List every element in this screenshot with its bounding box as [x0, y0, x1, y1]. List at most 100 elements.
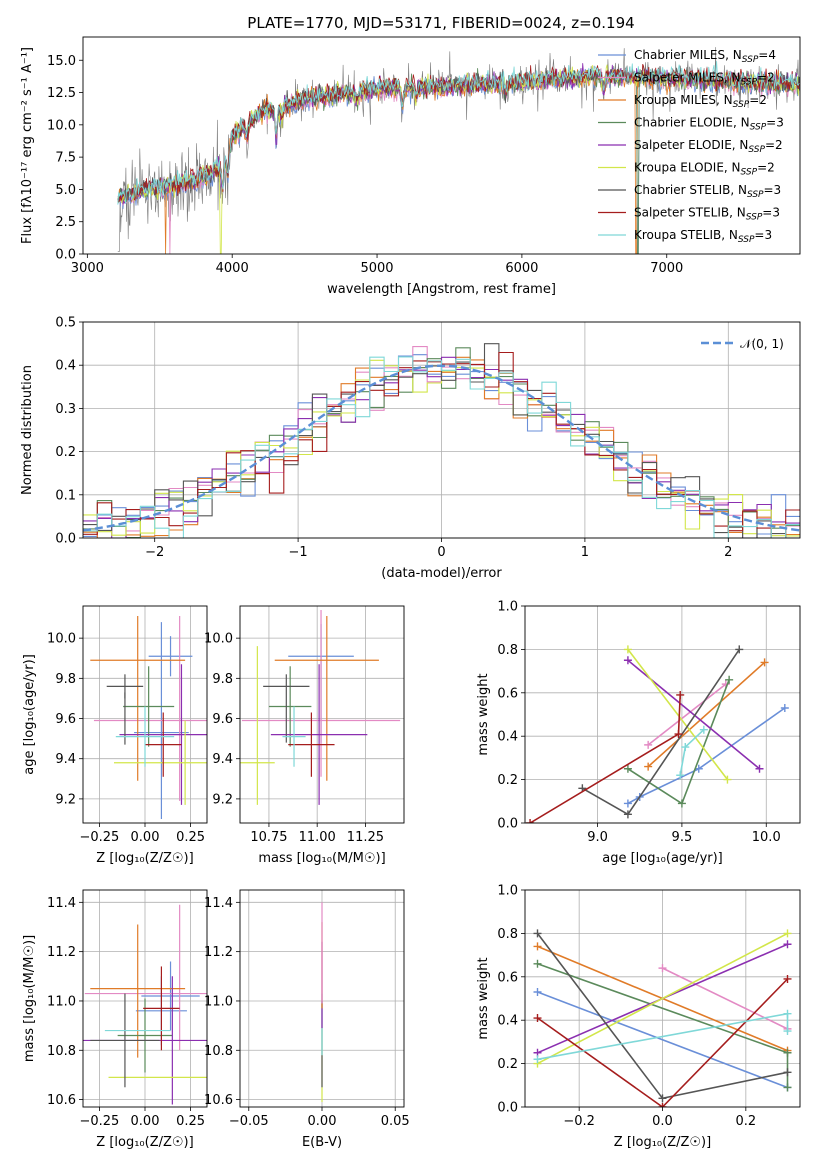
spectrum-legend: Chabrier MILES, NSSP=4 Salpeter MILES, NS… — [598, 48, 784, 245]
y-tick-label: 9.4 — [212, 752, 233, 767]
x-tick-label: 0.00 — [308, 1114, 337, 1129]
weight-marker — [676, 690, 685, 699]
y-tick-label: 9.4 — [55, 752, 76, 767]
weight-marker — [533, 959, 542, 968]
y-tick-label: 11.2 — [47, 945, 76, 960]
y-tick-label: 0.1 — [55, 488, 76, 503]
legend-label: Salpeter MILES, NSSP=2 — [634, 71, 775, 88]
weight-marker — [783, 1068, 792, 1077]
weight-marker — [783, 1009, 792, 1018]
y-tick-label: 0.8 — [497, 643, 518, 658]
x-tick-label: 9.5 — [672, 830, 693, 845]
errorbar-point — [240, 646, 275, 805]
y-tick-label: 0.4 — [497, 730, 518, 745]
weight-marker — [783, 940, 792, 949]
weight-line-salpeter-miles — [647, 683, 727, 746]
y-tick-label: 10.6 — [47, 1093, 76, 1108]
x-axis-label: age [log₁₀(age/yr)] — [602, 851, 723, 866]
axes: −0.25 0.00 0.25 9.2 9.4 9.6 9.8 10.0 Z [log₁₀(Z/… — [22, 632, 205, 866]
axes: −2 −1 0 1 2 0.0 0.1 0.2 0.3 0.4 0.5 (data-model)/er… — [20, 316, 732, 582]
axes-frame — [82, 605, 208, 824]
x-tick-label: 0.25 — [176, 1114, 205, 1129]
weight-marker — [658, 964, 667, 973]
x-tick-label: 3000 — [71, 261, 104, 276]
x-axis-label: E(B-V) — [302, 1135, 342, 1150]
x-tick-label: 2 — [724, 545, 732, 560]
weight-marker — [699, 725, 708, 734]
y-tick-label: 0.2 — [497, 773, 518, 788]
panel-age-vs-Z: −0.25 0.00 0.25 9.2 9.4 9.6 9.8 10.0 Z [log₁₀(Z/… — [22, 605, 208, 866]
y-tick-label: 5.0 — [55, 183, 76, 198]
errorbar-point — [148, 636, 193, 677]
y-tick-label: 12.5 — [47, 86, 76, 101]
weight-line-kroupa-elodie — [627, 648, 729, 781]
gridlines — [240, 606, 404, 823]
errorbar-point — [274, 616, 379, 781]
y-tick-label: 9.8 — [212, 672, 233, 687]
x-tick-label: 0.0 — [652, 1114, 673, 1129]
legend-label: Kroupa STELIB, NSSP=3 — [634, 228, 772, 245]
x-tick-label: −1 — [289, 545, 308, 560]
x-tick-label: 0.2 — [735, 1114, 756, 1129]
y-tick-label: 0.0 — [55, 248, 76, 263]
weight-marker — [783, 1083, 792, 1092]
weight-marker — [723, 775, 732, 784]
y-tick-label: 9.6 — [212, 712, 233, 727]
y-tick-label: 0.8 — [497, 927, 518, 942]
x-tick-label: 10.75 — [250, 830, 287, 845]
weight-marker — [755, 764, 764, 773]
x-axis-label: Z [log₁₀(Z/Z☉)] — [96, 1135, 193, 1150]
x-tick-label: 6000 — [505, 261, 538, 276]
axes: −0.2 0.0 0.2 0.0 0.2 0.4 0.6 0.8 1.0 Z [log₁₀(Z/Z… — [476, 884, 756, 1151]
plot-area — [83, 343, 800, 538]
weight-marker — [623, 810, 632, 819]
weight-marker — [533, 987, 542, 996]
panel-age-vs-mass: 10.75 11.00 11.25 9.2 9.4 9.6 9.8 10.0 mass [log… — [204, 605, 405, 866]
x-tick-label: 9.0 — [587, 830, 608, 845]
x-tick-label: 0.00 — [131, 830, 160, 845]
weight-line-salpeter-miles — [662, 967, 788, 1030]
y-tick-label: 7.5 — [55, 151, 76, 166]
errorbar-point — [145, 712, 182, 777]
y-tick-label: 10.0 — [47, 632, 76, 647]
errorbar-point — [117, 998, 173, 1073]
y-tick-label: 0.2 — [55, 445, 76, 460]
y-tick-label: 0.5 — [55, 316, 76, 331]
errorbar-point — [282, 706, 306, 767]
residual-legend: 𝒩(0, 1) — [701, 337, 784, 351]
y-axis-label: age [log₁₀(age/yr)] — [22, 654, 37, 775]
x-tick-label: 0.05 — [381, 1114, 410, 1129]
weight-marker — [783, 1027, 792, 1036]
errorbar-point — [115, 706, 175, 767]
x-tick-label: 11.00 — [299, 830, 336, 845]
legend-label: Chabrier STELIB, NSSP=3 — [634, 183, 781, 200]
weight-marker — [677, 799, 686, 808]
x-tick-label: 0.00 — [131, 1114, 160, 1129]
x-tick-label: 7000 — [650, 261, 683, 276]
x-axis-label: mass [log₁₀(M/M☉)] — [258, 851, 385, 866]
weight-marker — [735, 645, 744, 654]
weight-marker — [681, 743, 690, 752]
y-axis-label: Flux [fλ10⁻¹⁷ erg cm⁻² s⁻¹ A⁻¹] — [20, 47, 35, 244]
y-tick-label: 11.4 — [204, 896, 233, 911]
y-tick-label: 0.6 — [497, 686, 518, 701]
y-axis-label: mass weight — [476, 957, 491, 1039]
weight-marker — [725, 675, 734, 684]
panel-spectrum: 3000 4000 5000 6000 7000 0.0 2.5 5.0 7.5 10.0 12.5… — [20, 36, 801, 297]
histogram-chabrier-stelib — [83, 343, 800, 538]
axes-frame — [82, 889, 208, 1108]
y-tick-label: 11.0 — [47, 994, 76, 1009]
weight-marker — [623, 656, 632, 665]
errorbar-point — [84, 904, 207, 1051]
weight-marker — [644, 740, 653, 749]
y-tick-label: 0.2 — [497, 1057, 518, 1072]
legend-label: Kroupa MILES, NSSP=2 — [634, 93, 767, 110]
errorbar-point — [288, 712, 335, 777]
y-tick-label: 1.0 — [497, 600, 518, 615]
errorbar-point — [268, 666, 312, 747]
x-tick-label: −0.25 — [79, 830, 119, 845]
y-tick-label: 11.2 — [204, 945, 233, 960]
axes-frame — [524, 889, 801, 1108]
